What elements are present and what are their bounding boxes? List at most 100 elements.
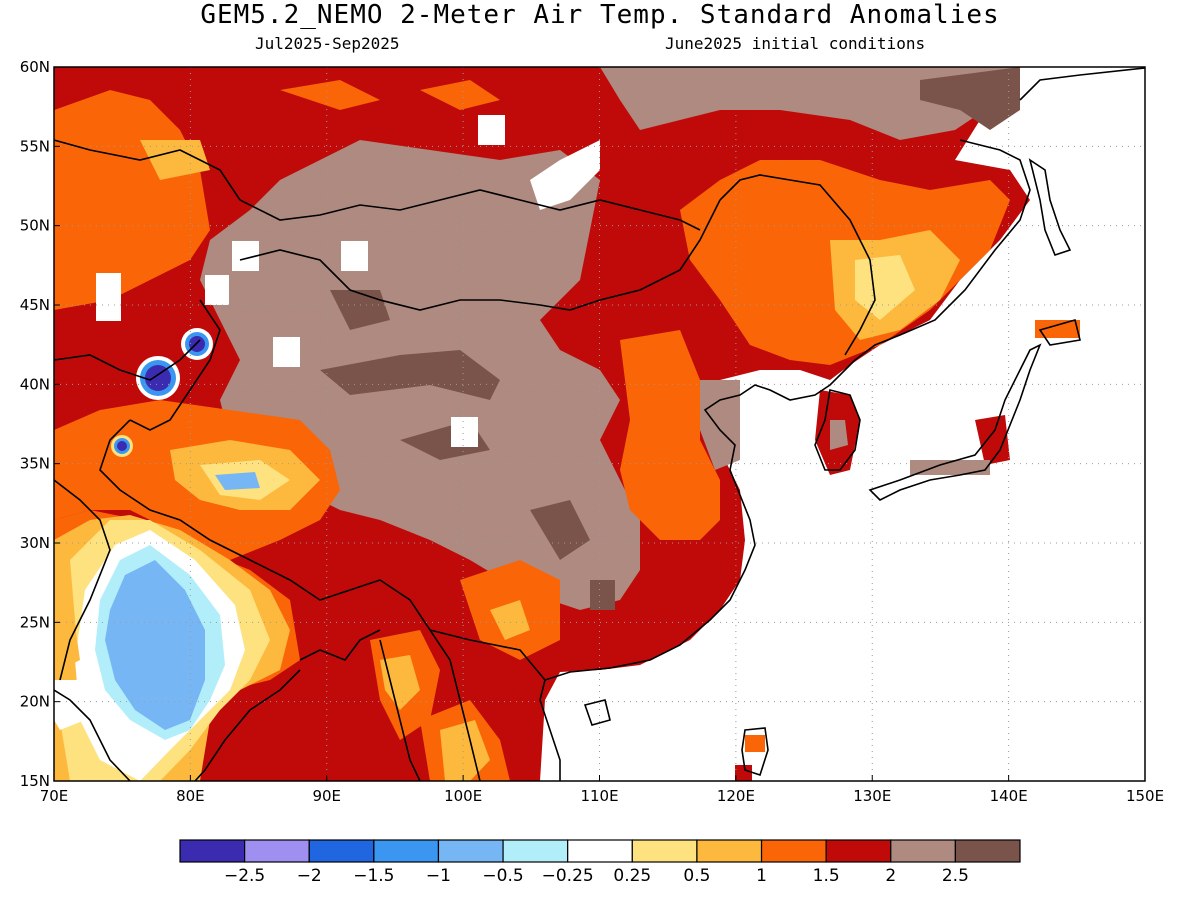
coast-taiwan <box>741 727 769 777</box>
graticule <box>53 66 1146 782</box>
coast-india-east <box>194 669 301 781</box>
lon-tick-label: 130E <box>853 787 891 805</box>
field-region-darkbrown-3 <box>530 500 590 560</box>
field-region-white-pakistan <box>54 680 85 730</box>
border-myanmar-thailand <box>429 629 481 781</box>
legend-swatch <box>373 839 440 863</box>
legend-label: 1 <box>756 866 767 886</box>
field-region-cold-purple-2 <box>145 365 171 391</box>
legend-label: −0.5 <box>482 866 523 886</box>
coast-korea <box>814 389 861 471</box>
border-mongolia-china <box>239 199 721 311</box>
border-china-russia-ne <box>719 174 876 356</box>
legend-label: 2.5 <box>942 866 969 886</box>
legend-label: −2.5 <box>224 866 265 886</box>
subtitle-period: Jul2025-Sep2025 <box>255 34 400 53</box>
lake-balkhash-east <box>205 275 229 305</box>
plot-frame <box>53 66 1146 782</box>
lat-tick-label: 55N <box>20 137 50 155</box>
field-region-brown-north <box>600 67 1020 140</box>
border-china-kazakhstan <box>129 299 221 431</box>
legend-label: 0.25 <box>613 866 651 886</box>
lake-qinghai <box>451 417 478 447</box>
map-title: GEM5.2_NEMO 2-Meter Air Temp. Standard A… <box>200 0 1000 30</box>
field-region-darkbrown-2 <box>320 350 500 400</box>
lat-tick-label: 15N <box>20 772 50 790</box>
longitude-labels: 70E 80E 90E 100E 110E 120E 130E 140E 150E <box>40 787 1164 805</box>
field-region-lightorange-south-china <box>490 600 530 640</box>
field-region-lightorange-myanmar <box>380 655 420 710</box>
lake-balkhash-west <box>96 273 121 321</box>
lat-tick-label: 50N <box>20 217 50 235</box>
field-region-taiwan-south <box>735 765 752 781</box>
legend-label: −0.25 <box>542 866 594 886</box>
legend-label: −1 <box>426 866 451 886</box>
lon-tick-label: 80E <box>176 787 205 805</box>
border-china-laos <box>429 629 546 681</box>
lon-tick-label: 150E <box>1126 787 1164 805</box>
legend-swatch <box>437 839 504 863</box>
field-region-lightblue-tibet <box>215 472 260 490</box>
coast-myanmar <box>379 639 421 781</box>
field-region-darkbrown-ne <box>920 67 1020 130</box>
field-region-cold-purple-3 <box>117 441 127 451</box>
lat-tick-label: 25N <box>20 613 50 631</box>
coast-honshu <box>868 343 1042 501</box>
coast-mainland <box>539 139 1031 781</box>
legend-swatch <box>954 839 1021 863</box>
legend-label: 0.5 <box>683 866 710 886</box>
lake-bosten <box>273 337 300 367</box>
coastlines-borders <box>54 67 1145 781</box>
legend-label: 2 <box>885 866 896 886</box>
field-region-orange-north-1 <box>280 80 380 110</box>
lake-baikal <box>530 140 600 210</box>
legend-label: −1.5 <box>353 866 394 886</box>
legend-swatch <box>760 839 827 863</box>
field-region-darkbrown-4 <box>590 580 615 610</box>
legend-swatch <box>502 839 569 863</box>
lat-tick-label: 45N <box>20 296 50 314</box>
lake-khovsgol <box>478 115 505 145</box>
lat-tick-label: 35N <box>20 455 50 473</box>
lat-tick-label: 30N <box>20 534 50 552</box>
coast-hainan <box>583 699 611 726</box>
coast-india-west <box>54 689 131 781</box>
field-region-hokkaido <box>1035 320 1080 338</box>
lon-tick-label: 110E <box>580 787 618 805</box>
legend-swatch <box>244 839 310 863</box>
field-region-yellow-ne <box>855 255 915 320</box>
lat-tick-label: 40N <box>20 375 50 393</box>
border-pakistan-india <box>54 479 111 681</box>
coast-hokkaido <box>1038 319 1081 346</box>
legend-swatch <box>308 839 375 863</box>
border-central-asia <box>54 339 201 381</box>
lon-tick-label: 90E <box>312 787 341 805</box>
coast-okhotsk-north <box>1019 67 1145 101</box>
lon-tick-label: 140E <box>990 787 1028 805</box>
coast-sakhalin <box>1028 158 1072 256</box>
legend-label: −2 <box>297 866 322 886</box>
legend-swatch <box>631 839 698 863</box>
legend-swatch <box>696 839 763 863</box>
field-region-brown-coast <box>700 380 740 470</box>
border-himalaya <box>99 419 431 631</box>
coast-bengal <box>299 629 381 661</box>
lake-uvs <box>341 241 368 271</box>
field-region-lightblue-india <box>105 560 205 730</box>
legend-swatch <box>179 839 246 863</box>
border-kazakhstan-russia <box>54 139 241 201</box>
field-region-red-nw <box>54 75 110 110</box>
field-region-taiwan <box>745 735 765 752</box>
field-region-korea-brown <box>830 420 848 450</box>
field-region-orange-east-china <box>620 330 720 540</box>
legend-swatch <box>567 839 633 863</box>
lon-tick-label: 100E <box>444 787 482 805</box>
lat-tick-label: 20N <box>20 693 50 711</box>
field-region-lightorange-indochina <box>440 720 490 781</box>
latitude-labels: 15N 20N 25N 30N 35N 40N 45N 50N 55N 60N <box>20 58 50 790</box>
field-region-lightorange-west <box>140 140 210 180</box>
subtitle-initial-conditions: June2025 initial conditions <box>665 34 926 53</box>
lon-tick-label: 120E <box>717 787 755 805</box>
legend-swatch <box>890 839 956 863</box>
